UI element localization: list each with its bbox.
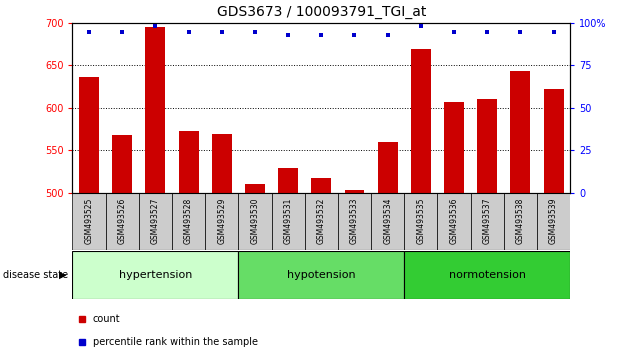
Text: hypotension: hypotension [287,270,355,280]
Bar [537,193,570,250]
Bar [238,193,272,250]
Text: GSM493528: GSM493528 [184,198,193,244]
Text: percentile rank within the sample: percentile rank within the sample [93,337,258,347]
Text: GSM493539: GSM493539 [549,198,558,245]
Title: GDS3673 / 100093791_TGI_at: GDS3673 / 100093791_TGI_at [217,5,426,19]
Bar [305,193,338,250]
Bar [411,49,431,193]
Bar [338,193,371,250]
Text: GSM493535: GSM493535 [416,198,425,245]
Bar [544,89,563,193]
Bar [404,193,437,250]
Bar [146,27,165,193]
Bar [478,99,497,193]
Bar [238,251,404,299]
Bar [72,193,106,250]
Bar [106,193,139,250]
Text: GSM493533: GSM493533 [350,198,359,245]
Bar [79,78,99,193]
Bar [278,168,298,193]
Bar [471,193,504,250]
Text: GSM493525: GSM493525 [84,198,93,245]
Bar [212,134,232,193]
Bar [371,193,404,250]
Bar [172,193,205,250]
Text: GSM493538: GSM493538 [516,198,525,245]
Text: GSM493537: GSM493537 [483,198,491,245]
Bar [245,184,265,193]
Bar [437,193,471,250]
Text: GSM493529: GSM493529 [217,198,226,245]
Bar [444,102,464,193]
Bar [311,178,331,193]
Bar [404,251,570,299]
Text: GSM493526: GSM493526 [118,198,127,245]
Text: disease state: disease state [3,270,68,280]
Text: normotension: normotension [449,270,525,280]
Bar [112,135,132,193]
Bar [72,251,238,299]
Bar [179,131,198,193]
Bar [345,189,364,193]
Text: ▶: ▶ [59,270,67,280]
Text: hypertension: hypertension [118,270,192,280]
Bar [272,193,305,250]
Bar [205,193,238,250]
Text: GSM493534: GSM493534 [383,198,392,245]
Bar [510,72,530,193]
Text: GSM493530: GSM493530 [251,198,260,245]
Text: GSM493527: GSM493527 [151,198,160,245]
Text: GSM493531: GSM493531 [284,198,292,245]
Bar [139,193,172,250]
Bar [378,142,398,193]
Text: GSM493532: GSM493532 [317,198,326,245]
Bar [504,193,537,250]
Text: GSM493536: GSM493536 [450,198,459,245]
Text: count: count [93,314,120,324]
